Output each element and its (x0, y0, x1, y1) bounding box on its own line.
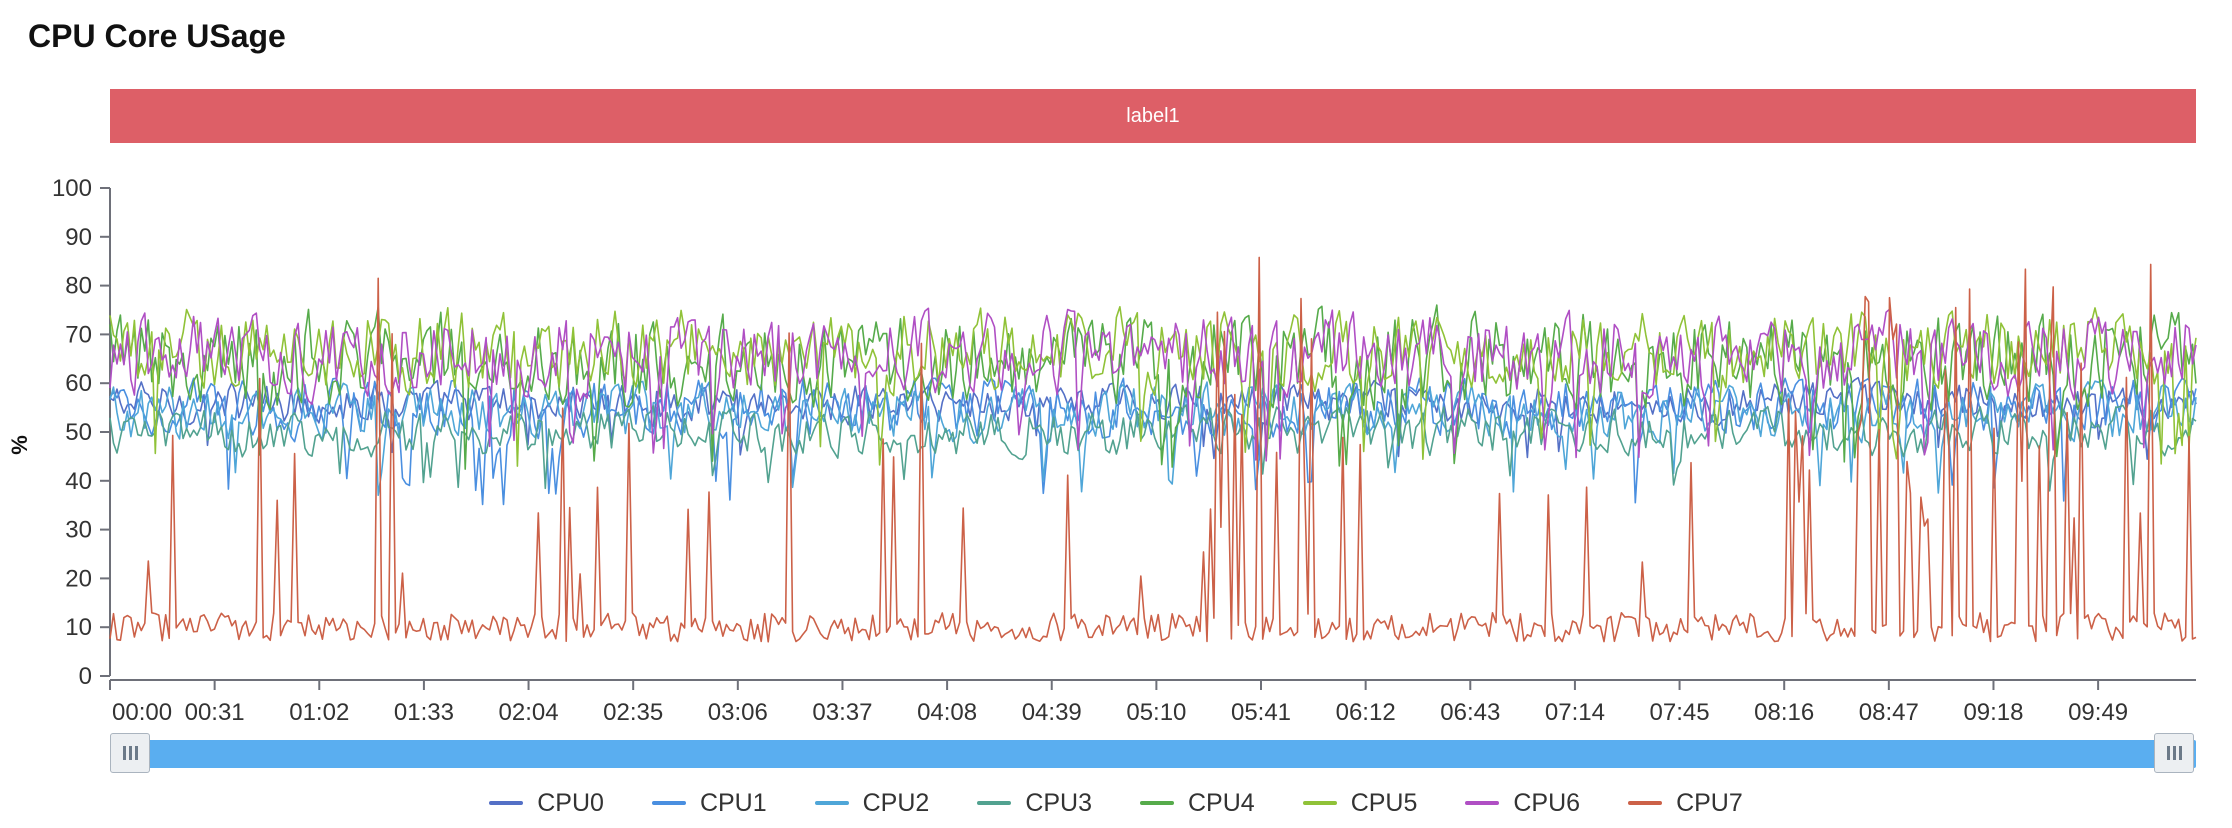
legend-swatch (814, 801, 849, 805)
y-tick-label: 70 (65, 321, 92, 348)
y-axis-label: % (7, 435, 32, 455)
zoom-slider-track[interactable] (110, 740, 2196, 768)
x-tick-label: 03:06 (708, 699, 768, 726)
legend-swatch (489, 801, 524, 805)
x-tick-label: 06:12 (1336, 699, 1396, 726)
legend-swatch (1302, 801, 1337, 805)
legend-swatch (977, 801, 1012, 805)
x-tick-label: 05:41 (1231, 699, 1291, 726)
legend-label: CPU1 (699, 788, 767, 817)
x-tick-label: 04:08 (917, 699, 977, 726)
x-tick-label: 08:47 (1859, 699, 1919, 726)
x-tick-label: 04:39 (1022, 699, 1082, 726)
legend-item-cpu7[interactable]: CPU7 (1628, 786, 1743, 820)
legend-label: CPU5 (1350, 788, 1418, 817)
y-tick-label: 10 (65, 614, 92, 641)
x-tick-label: 07:14 (1545, 699, 1605, 726)
x-tick-label: 05:10 (1126, 699, 1186, 726)
y-tick-label: 0 (79, 663, 92, 690)
legend-item-cpu4[interactable]: CPU4 (1140, 786, 1255, 820)
series-line-cpu3 (109, 404, 2197, 492)
x-tick-label: 01:33 (394, 699, 454, 726)
y-tick-label: 60 (65, 370, 92, 397)
y-tick-label: 50 (65, 419, 92, 446)
legend-label: CPU6 (1513, 788, 1581, 817)
x-tick-label: 00:00 (112, 699, 172, 726)
y-tick-label: 20 (65, 565, 92, 592)
banner-label: label1 (110, 89, 2196, 143)
x-tick-label: 06:43 (1440, 699, 1500, 726)
series-line-cpu5 (109, 305, 2197, 467)
chart-title: CPU Core USage (28, 18, 286, 54)
legend-item-cpu2[interactable]: CPU2 (814, 786, 930, 820)
series-line-cpu7 (109, 256, 2197, 643)
series-lines (109, 256, 2197, 643)
y-tick-label: 80 (65, 273, 92, 300)
legend-swatch (1628, 801, 1663, 805)
series-line-cpu0 (109, 376, 2197, 461)
legend-label: CPU3 (1025, 788, 1092, 817)
legend: CPU0 CPU1 CPU2 CPU3 CPU4 CPU5 CPU6 CPU7 (0, 786, 2232, 820)
y-axis: 0 10 20 30 40 50 60 70 80 90 100 (52, 175, 111, 690)
series-line-cpu1 (109, 377, 2197, 506)
legend-label: CPU0 (537, 788, 604, 817)
x-tick-label: 03:37 (812, 699, 872, 726)
zoom-slider-left-handle[interactable] (110, 733, 150, 773)
legend-item-cpu3[interactable]: CPU3 (977, 786, 1092, 820)
legend-item-cpu6[interactable]: CPU6 (1465, 786, 1580, 820)
zoom-slider-right-handle[interactable] (2154, 733, 2194, 773)
x-tick-label: 02:35 (603, 699, 663, 726)
y-tick-label: 40 (65, 468, 92, 495)
x-axis: 00:00 00:31 01:02 01:33 02:04 02:35 03:06 03:37… (109, 679, 2196, 726)
x-tick-label: 02:04 (499, 699, 559, 726)
series-line-cpu6 (109, 307, 2197, 462)
legend-label: CPU4 (1188, 788, 1255, 817)
legend-item-cpu5[interactable]: CPU5 (1302, 786, 1418, 820)
legend-swatch (1140, 801, 1174, 805)
x-tick-label: 09:49 (2068, 699, 2128, 726)
y-tick-label: 100 (52, 175, 92, 202)
x-tick-label: 09:18 (1963, 699, 2023, 726)
legend-label: CPU7 (1676, 788, 1743, 817)
legend-item-cpu1[interactable]: CPU1 (651, 786, 767, 820)
legend-swatch (651, 801, 686, 805)
x-tick-label: 00:31 (185, 699, 245, 726)
legend-item-cpu0[interactable]: CPU0 (489, 786, 604, 820)
x-tick-label: 08:16 (1754, 699, 1814, 726)
legend-label: CPU2 (862, 788, 930, 817)
x-tick-label: 07:45 (1650, 699, 1710, 726)
y-tick-label: 90 (65, 224, 92, 251)
y-tick-label: 30 (65, 517, 92, 544)
x-tick-label: 01:02 (289, 699, 349, 726)
legend-swatch (1465, 801, 1500, 805)
